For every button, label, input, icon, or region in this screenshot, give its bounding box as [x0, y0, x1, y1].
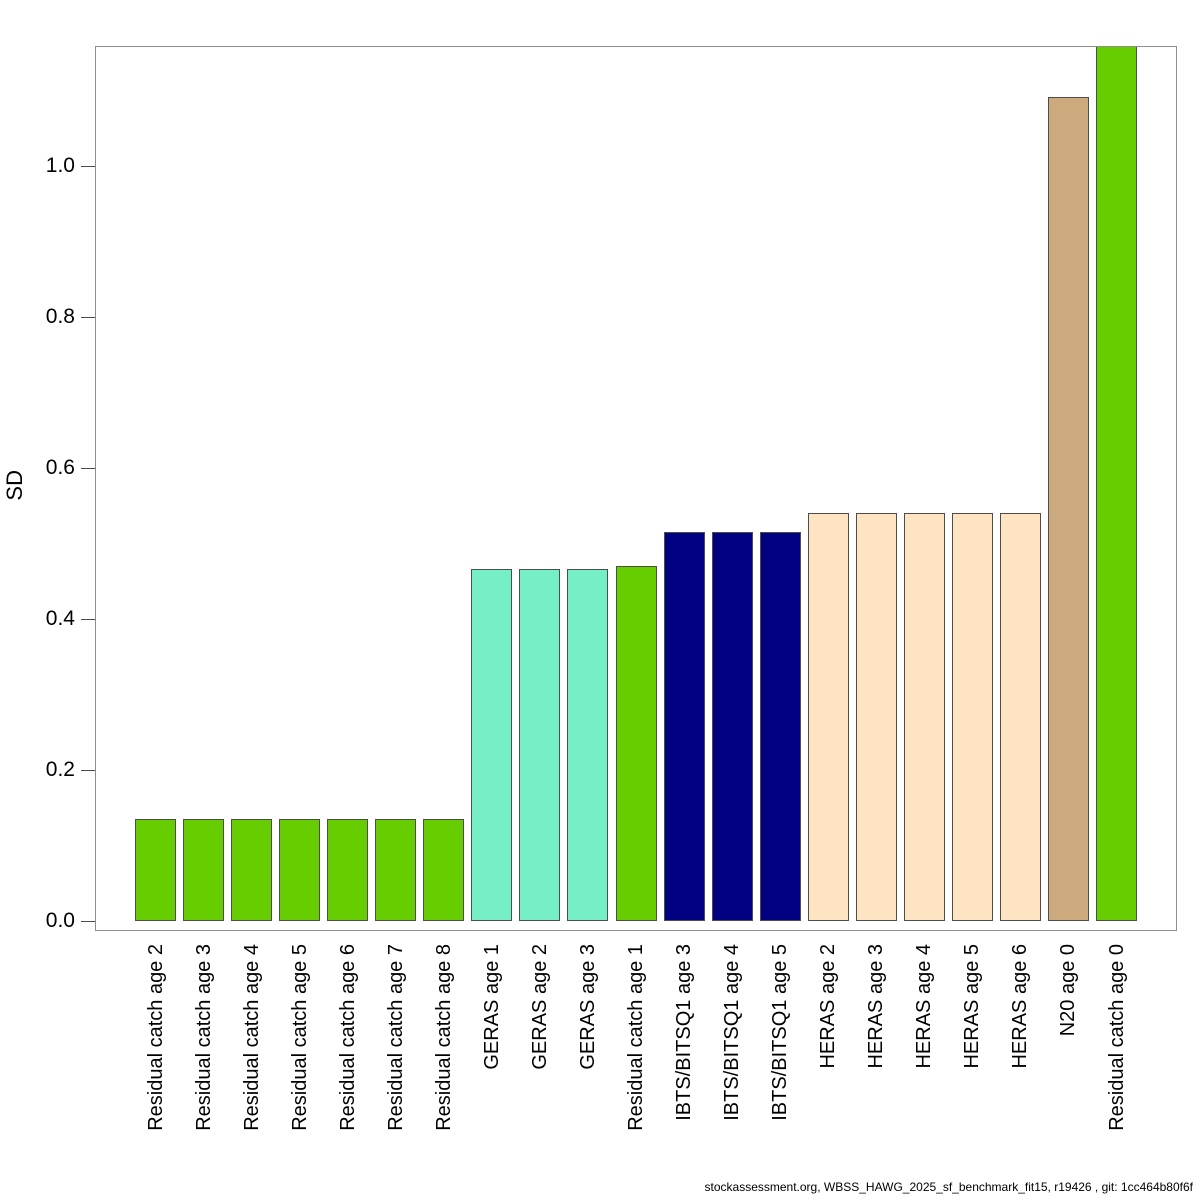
- bar: [183, 819, 225, 921]
- x-tick-label: GERAS age 3: [576, 944, 599, 1070]
- y-tick-mark: [81, 166, 95, 167]
- x-tick-label: Residual catch age 8: [432, 944, 455, 1131]
- x-tick-label: N20 age 0: [1057, 944, 1080, 1037]
- bar: [471, 569, 513, 921]
- bar: [999, 513, 1041, 921]
- x-tick-label: GERAS age 2: [528, 944, 551, 1070]
- bar: [423, 819, 465, 921]
- bar: [663, 532, 705, 921]
- bar: [951, 513, 993, 921]
- x-tick-label: Residual catch age 3: [192, 944, 215, 1131]
- y-tick-label: 0.4: [45, 607, 75, 630]
- bar: [135, 819, 176, 921]
- bar: [903, 513, 945, 921]
- y-tick-mark: [81, 468, 95, 469]
- bar: [1096, 47, 1137, 921]
- x-tick-label: IBTS/BITSQ1 age 4: [721, 944, 744, 1121]
- x-tick-label: Residual catch age 2: [144, 944, 167, 1131]
- x-tick-label: Residual catch age 6: [336, 944, 359, 1131]
- bar: [807, 513, 849, 921]
- x-tick-label: IBTS/BITSQ1 age 3: [673, 944, 696, 1121]
- y-tick-label: 0.6: [45, 456, 75, 479]
- y-tick-label: 0.0: [45, 909, 75, 932]
- plot-area: [95, 46, 1177, 931]
- x-tick-label: HERAS age 3: [865, 944, 888, 1069]
- y-tick-mark: [81, 770, 95, 771]
- y-tick-mark: [81, 317, 95, 318]
- y-tick-label: 1.0: [45, 154, 75, 177]
- bar: [567, 569, 609, 921]
- bar: [1047, 97, 1089, 921]
- x-tick-label: Residual catch age 0: [1105, 944, 1128, 1131]
- y-tick-label: 0.2: [45, 758, 75, 781]
- x-tick-label: Residual catch age 4: [240, 944, 263, 1131]
- x-tick-label: GERAS age 1: [480, 944, 503, 1070]
- x-tick-label: HERAS age 5: [961, 944, 984, 1069]
- x-tick-label: Residual catch age 7: [384, 944, 407, 1131]
- x-tick-label: Residual catch age 1: [625, 944, 647, 1131]
- bar: [855, 513, 897, 921]
- y-tick-mark: [81, 619, 95, 620]
- bar: [327, 819, 369, 921]
- x-tick-label: HERAS age 4: [913, 944, 936, 1069]
- x-tick-label: IBTS/BITSQ1 age 5: [769, 944, 792, 1121]
- bar: [375, 819, 417, 921]
- x-tick-label: HERAS age 2: [817, 944, 840, 1069]
- bar: [519, 569, 561, 921]
- y-tick-mark: [81, 921, 95, 922]
- bar: [711, 532, 753, 921]
- x-tick-label: Residual catch age 5: [288, 944, 311, 1131]
- x-tick-label: HERAS age 6: [1009, 944, 1032, 1069]
- bar: [279, 819, 321, 921]
- bar: [759, 532, 801, 921]
- bar: [615, 566, 657, 921]
- footer-credit: stockassessment.org, WBSS_HAWG_2025_sf_b…: [704, 1180, 1193, 1194]
- bar: [231, 819, 273, 921]
- y-tick-label: 0.8: [45, 305, 75, 328]
